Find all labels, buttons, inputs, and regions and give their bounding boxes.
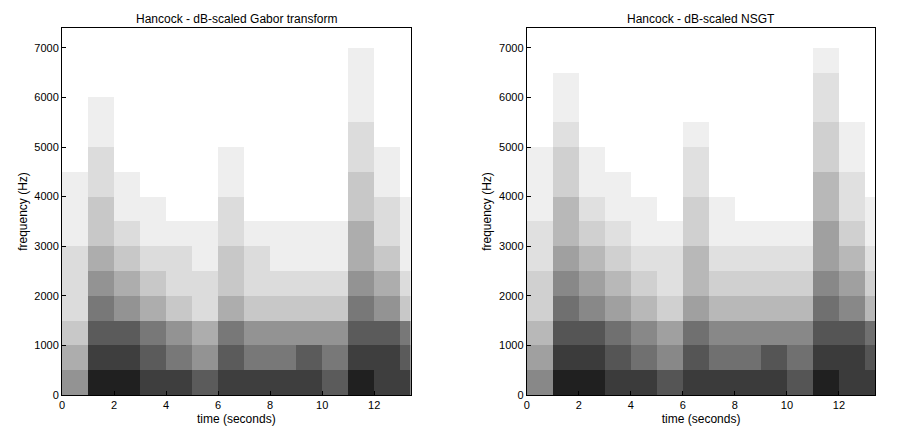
svg-text:7000: 7000 (34, 42, 58, 54)
svg-text:12: 12 (833, 399, 845, 411)
svg-text:Hancock - dB-scaled Gabor tran: Hancock - dB-scaled Gabor transform (136, 12, 337, 26)
svg-text:time (seconds): time (seconds) (197, 412, 276, 426)
svg-text:1000: 1000 (34, 339, 58, 351)
svg-text:10: 10 (316, 399, 328, 411)
svg-text:0: 0 (517, 389, 523, 401)
svg-text:frequency (Hz): frequency (Hz) (16, 172, 30, 251)
svg-text:2: 2 (111, 399, 117, 411)
svg-text:2000: 2000 (34, 290, 58, 302)
svg-text:6: 6 (680, 399, 686, 411)
svg-text:5000: 5000 (34, 141, 58, 153)
svg-text:8: 8 (267, 399, 273, 411)
svg-text:12: 12 (368, 399, 380, 411)
svg-text:3000: 3000 (34, 240, 58, 252)
svg-text:0: 0 (59, 399, 65, 411)
svg-text:10: 10 (781, 399, 793, 411)
svg-text:8: 8 (732, 399, 738, 411)
svg-text:Hancock - dB-scaled NSGT: Hancock - dB-scaled NSGT (627, 12, 775, 26)
svg-text:7000: 7000 (499, 42, 523, 54)
svg-text:4000: 4000 (34, 190, 58, 202)
svg-text:5000: 5000 (499, 141, 523, 153)
svg-text:3000: 3000 (499, 240, 523, 252)
svg-text:2: 2 (576, 399, 582, 411)
svg-text:4000: 4000 (499, 190, 523, 202)
svg-text:6000: 6000 (34, 91, 58, 103)
svg-text:6000: 6000 (499, 91, 523, 103)
svg-text:4: 4 (163, 399, 169, 411)
svg-text:1000: 1000 (499, 339, 523, 351)
svg-text:6: 6 (215, 399, 221, 411)
svg-text:0: 0 (53, 389, 59, 401)
svg-text:4: 4 (628, 399, 634, 411)
svg-text:2000: 2000 (499, 290, 523, 302)
svg-text:time (seconds): time (seconds) (662, 412, 741, 426)
svg-text:0: 0 (524, 399, 530, 411)
svg-text:frequency (Hz): frequency (Hz) (480, 172, 494, 251)
